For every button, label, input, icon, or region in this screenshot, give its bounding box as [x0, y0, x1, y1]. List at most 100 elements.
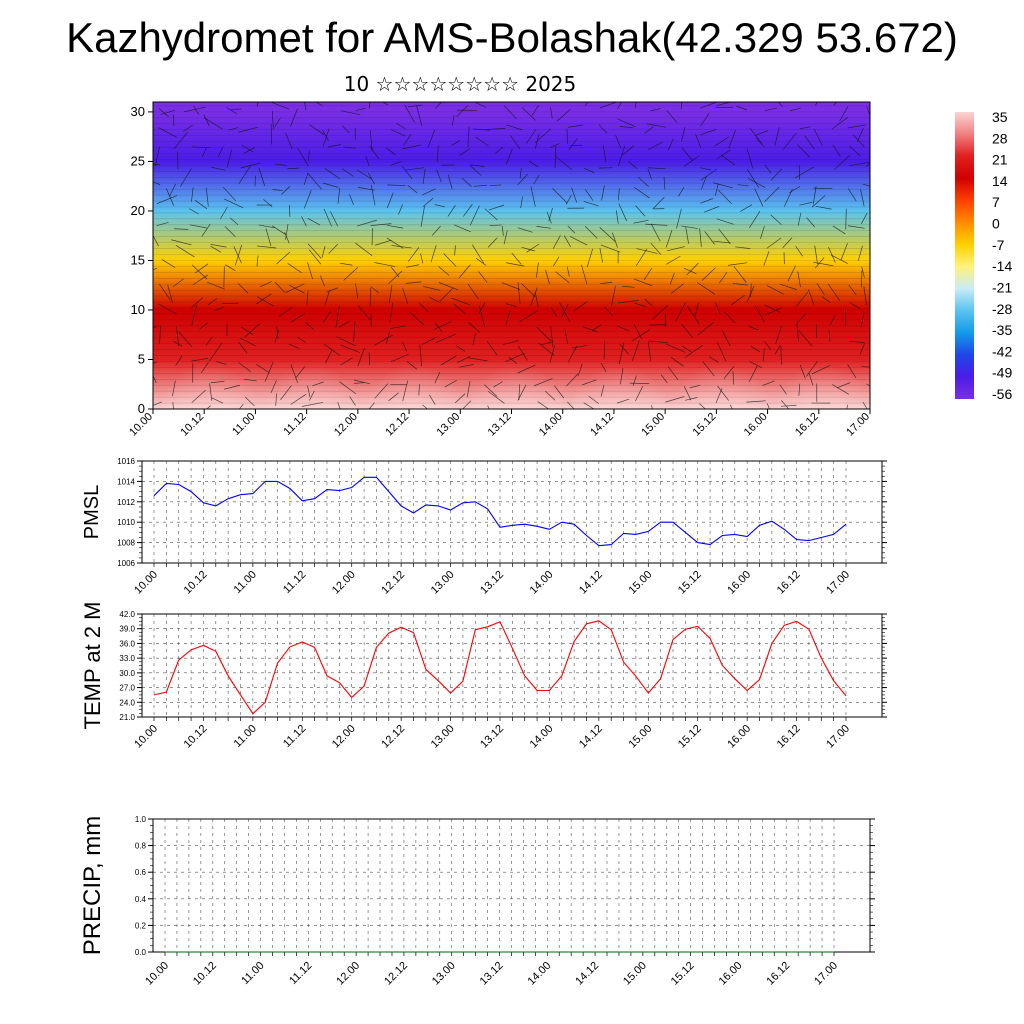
wind-barb: [226, 107, 238, 115]
wind-barb: [451, 140, 460, 146]
wind-barb: [521, 107, 536, 121]
wind-barb: [505, 262, 525, 267]
wind-barb: [777, 102, 783, 108]
wind-barb: [832, 144, 841, 157]
wind-barb: [849, 340, 865, 343]
wind-barb: [600, 282, 613, 284]
wind-barb: [534, 128, 552, 143]
wind-barb: [285, 223, 289, 240]
y-tick-label: 21.0: [119, 713, 135, 722]
wind-barb: [178, 331, 193, 348]
wind-barb: [493, 381, 503, 388]
y-tick-label: 0.0: [135, 948, 147, 957]
y-axis-label: TEMP at 2 M: [80, 602, 105, 730]
y-tick-label: 0.2: [135, 921, 147, 930]
wind-barb: [478, 271, 488, 283]
wind-barb: [487, 405, 490, 409]
x-tick-label: 17.00: [844, 411, 872, 439]
wind-barb: [700, 176, 707, 190]
wind-barb: [357, 347, 365, 367]
wind-barb: [438, 266, 450, 276]
wind-barb: [427, 129, 436, 148]
x-tick-label: 14.00: [528, 723, 556, 751]
wind-barb: [637, 176, 649, 187]
wind-barb: [862, 183, 870, 187]
wind-barb: [153, 374, 157, 383]
wind-barb: [564, 329, 569, 345]
wind-barb: [508, 356, 518, 365]
wind-barb: [746, 148, 754, 169]
wind-barb: [436, 145, 439, 163]
wind-barb: [506, 303, 517, 308]
y-tick-label: 1010: [117, 518, 135, 527]
wind-barb: [632, 340, 640, 361]
wind-barb: [583, 326, 599, 333]
wind-barb: [847, 124, 866, 129]
wind-barb: [453, 224, 471, 233]
wind-barb: [797, 144, 811, 158]
wind-barb: [848, 284, 857, 295]
wind-barb: [550, 307, 558, 318]
wind-barb: [324, 167, 341, 180]
wind-barb: [407, 104, 423, 108]
pmsl-chart: 1006 1008 1010 1012 1014 1016 10.00 10.12 11.00 1…: [81, 457, 887, 597]
wind-barb: [265, 228, 272, 247]
y-axis-label: PRECIP, mm: [79, 816, 106, 956]
wind-barb: [239, 337, 256, 347]
wind-barb: [155, 146, 160, 166]
y-tick-label: 25: [131, 153, 145, 168]
wind-barb: [686, 262, 699, 276]
wind-barb: [209, 342, 223, 362]
y-tick-label: 42.0: [119, 610, 135, 619]
wind-barb: [848, 145, 861, 157]
wind-barb: [456, 105, 469, 118]
wind-barb: [762, 380, 775, 386]
wind-barb: [288, 284, 305, 294]
diurnal-warm-area: [265, 334, 358, 409]
x-tick-label: 17.00: [824, 723, 852, 751]
x-tick-label: 14.12: [577, 723, 605, 751]
wind-barb: [396, 122, 406, 130]
wind-barb: [678, 187, 685, 197]
wind-barb: [645, 223, 668, 226]
wind-barb: [848, 161, 870, 167]
wind-barb: [559, 302, 571, 322]
wind-barb: [307, 385, 311, 398]
wind-barb: [224, 384, 240, 390]
x-tick-label: 10.12: [182, 569, 210, 597]
wind-barb: [387, 224, 404, 229]
wind-barb: [644, 126, 654, 134]
y-tick-label: 20: [131, 203, 145, 218]
wind-barb: [467, 357, 488, 362]
wind-barb: [373, 334, 393, 346]
wind-barb: [666, 343, 686, 353]
y-tick-label: 36.0: [119, 639, 135, 648]
wind-barb: [583, 167, 595, 173]
wind-barb: [622, 145, 635, 155]
wind-barb: [519, 310, 538, 323]
wind-barb: [604, 306, 614, 317]
wind-barb: [599, 248, 604, 263]
colorbar-label: -56: [992, 386, 1012, 402]
wind-barb: [281, 186, 291, 195]
wind-barb: [526, 129, 537, 144]
wind-barb: [796, 312, 807, 324]
wind-barb: [191, 297, 204, 308]
x-tick-label: 16.00: [725, 569, 753, 597]
wind-barb: [676, 208, 682, 229]
wind-barb: [635, 385, 644, 402]
wind-barb: [489, 224, 502, 227]
wind-barb: [467, 283, 479, 300]
wind-barb: [779, 384, 787, 395]
wind-barb: [355, 242, 373, 256]
wind-barb: [423, 286, 441, 291]
wind-barb: [797, 212, 802, 226]
wind-barb: [309, 390, 315, 401]
wind-barb: [746, 400, 766, 403]
wind-barb: [505, 352, 526, 362]
wind-barb: [699, 129, 717, 136]
wind-barb: [716, 218, 734, 225]
data-series-line: [153, 476, 847, 547]
wind-barb: [561, 303, 569, 318]
colorbar-label: 7: [992, 194, 1000, 210]
